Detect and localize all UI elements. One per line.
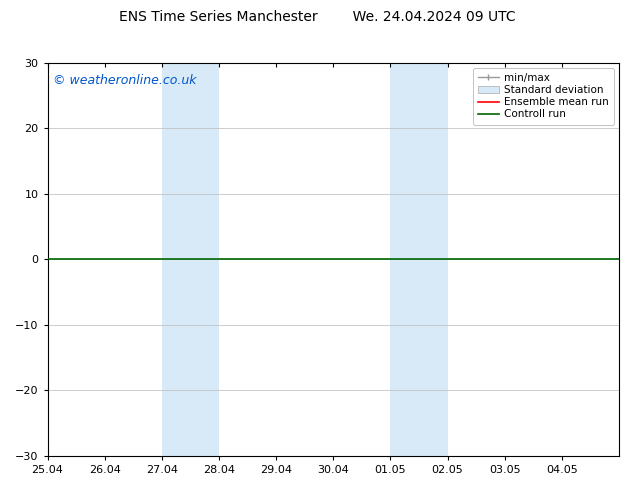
Text: ENS Time Series Manchester        We. 24.04.2024 09 UTC: ENS Time Series Manchester We. 24.04.202… xyxy=(119,10,515,24)
Text: © weatheronline.co.uk: © weatheronline.co.uk xyxy=(53,74,197,88)
Bar xyxy=(391,63,448,456)
Bar xyxy=(162,63,219,456)
Legend: min/max, Standard deviation, Ensemble mean run, Controll run: min/max, Standard deviation, Ensemble me… xyxy=(472,68,614,124)
